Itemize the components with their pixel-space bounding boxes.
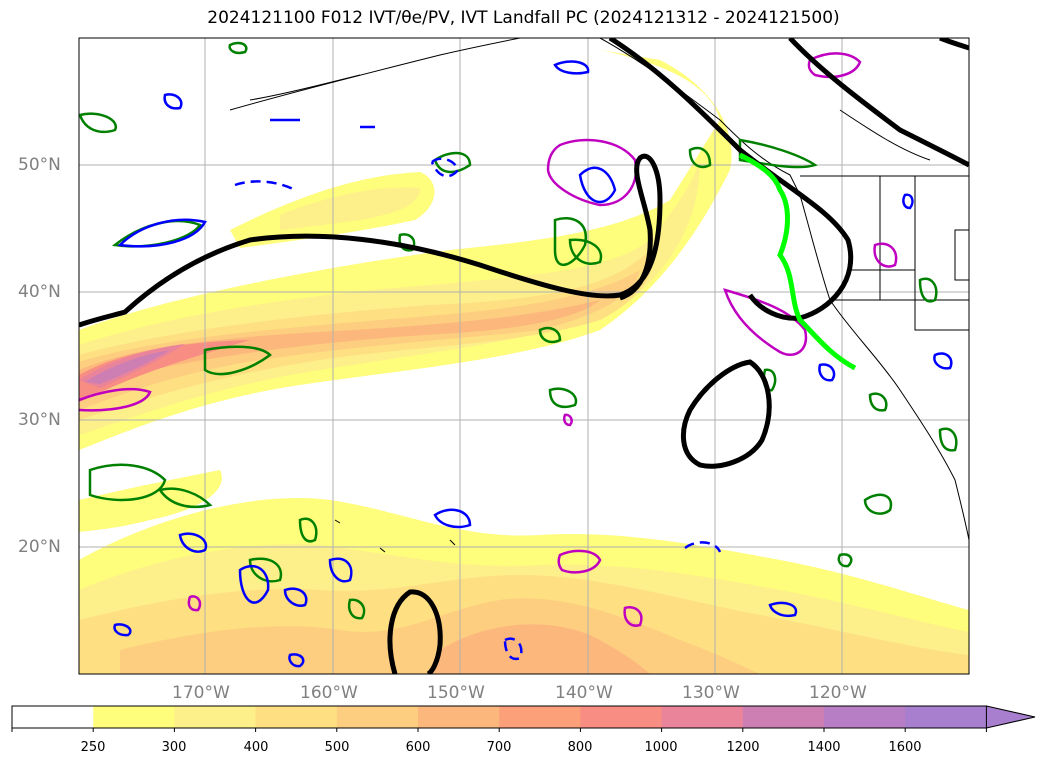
colorbar-tick-label: 400 — [243, 740, 269, 755]
colorbar-extend-arrow — [985, 705, 1036, 729]
colorbar-tick-label: 500 — [324, 740, 350, 755]
colorbar-tick-label: 300 — [161, 740, 187, 755]
colorbar-tick-label: 700 — [486, 740, 512, 755]
colorbar-segment — [580, 706, 663, 728]
map-frame — [78, 37, 970, 675]
ivt-fill-north — [79, 50, 732, 532]
pv-contours — [79, 41, 958, 620]
colorbar-segment — [661, 706, 744, 728]
theta-e-contours — [113, 60, 953, 668]
ivt-fill-south — [79, 498, 969, 674]
graticule — [79, 38, 969, 674]
map-title: 2024121100 F012 IVT/θe/PV, IVT Landfall … — [207, 8, 840, 28]
colorbar-tick-label: 1200 — [726, 740, 760, 755]
coastlines — [229, 38, 969, 553]
colorbar-segment — [93, 706, 175, 728]
lon-label-170w: 170°W — [172, 683, 230, 703]
colorbar-tick-label: 1400 — [807, 740, 841, 755]
colorbar-segment — [905, 706, 987, 728]
colorbar-tick-label: 1600 — [888, 740, 922, 755]
lat-label-30n: 30°N — [18, 410, 61, 430]
lon-label-120w: 120°W — [809, 683, 867, 703]
lon-label-130w: 130°W — [682, 683, 740, 703]
landfall-contours — [79, 52, 898, 627]
lat-label-40n: 40°N — [18, 282, 61, 302]
colorbar-segment — [742, 706, 825, 728]
lat-label-20n: 20°N — [18, 537, 61, 557]
colorbar-segment — [174, 706, 257, 728]
colorbar-segment — [499, 706, 581, 728]
colorbar-tick-label: 250 — [80, 740, 106, 755]
colorbar-segment — [255, 706, 338, 728]
colorbar-segment — [418, 706, 500, 728]
colorbar-segment — [824, 706, 906, 728]
lon-label-140w: 140°W — [555, 683, 613, 703]
lon-label-160w: 160°W — [300, 683, 358, 703]
colorbar-segment — [12, 706, 94, 728]
colorbar-tick-label: 600 — [405, 740, 431, 755]
colorbar-tick-label: 1000 — [644, 740, 678, 755]
lon-label-150w: 150°W — [427, 683, 485, 703]
colorbar-tick-label: 800 — [567, 740, 593, 755]
colorbar-segment — [336, 706, 419, 728]
colorbar — [11, 705, 1036, 732]
landfall-line — [738, 152, 857, 371]
map-panel — [79, 38, 969, 674]
lat-label-50n: 50°N — [18, 155, 61, 175]
